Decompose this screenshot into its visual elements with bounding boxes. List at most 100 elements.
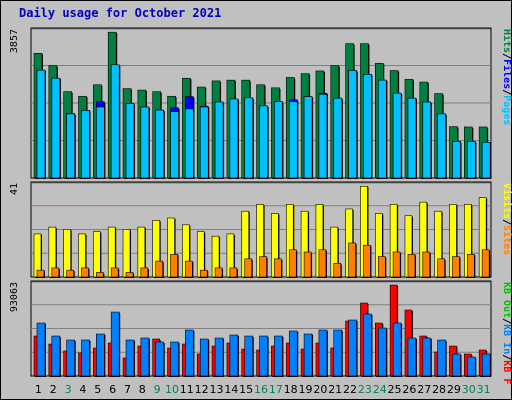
bar-sites <box>66 269 74 278</box>
bar-kb-in <box>155 341 165 377</box>
x-tick-label-day: 4 <box>79 383 86 396</box>
bar-kb-in <box>229 334 239 377</box>
bar-pages <box>229 98 239 179</box>
x-tick-label-day: 8 <box>139 383 146 396</box>
bar-pages <box>199 106 209 179</box>
bar-kb-in <box>437 339 446 377</box>
bar-kb-in <box>185 329 194 377</box>
x-tick-label-day: 5 <box>94 383 101 396</box>
x-tick-label-day: 26 <box>402 383 416 396</box>
x-tick-label-day: 15 <box>239 383 253 396</box>
x-tick-label-day: 9 <box>154 383 161 396</box>
bar-pages <box>392 92 402 179</box>
bar-pages <box>66 113 75 179</box>
panel-visits-legend: Visits/Sites <box>501 183 512 255</box>
x-tick-label-day: 3 <box>65 383 72 396</box>
bar-kb-in <box>170 341 179 377</box>
x-tick-label-day: 16 <box>254 383 268 396</box>
x-tick-label-day: 27 <box>417 383 431 396</box>
x-tick-label-day: 1 <box>35 383 42 396</box>
bar-pages <box>481 142 491 179</box>
bar-sites <box>185 260 193 278</box>
bar-sites <box>274 258 282 278</box>
legend-item: Visits <box>501 183 512 219</box>
bar-sites <box>51 267 60 278</box>
bar-sites <box>333 263 342 278</box>
bar-kb-in <box>81 339 90 377</box>
bar-pages <box>155 109 165 179</box>
bar-visits <box>63 229 71 278</box>
panel-visits-ymax-label: 41 <box>9 183 20 195</box>
bar-sites <box>140 267 149 278</box>
bar-pages <box>467 141 476 179</box>
legend-item: / <box>501 354 512 360</box>
bar-kb-in <box>288 330 298 377</box>
bar-kb-in <box>244 335 254 377</box>
bar-sites <box>125 272 134 278</box>
bar-pages <box>422 101 432 179</box>
bar-kb-in <box>259 335 268 377</box>
bar-kb-in <box>422 337 432 377</box>
bar-kb-in <box>467 356 476 377</box>
bar-kb-in <box>348 319 357 377</box>
legend-item: Files <box>501 59 512 89</box>
x-tick-label-day: 28 <box>432 383 446 396</box>
bar-kb-in <box>363 313 372 377</box>
bar-sites <box>199 269 208 278</box>
bar-kb-in <box>318 329 328 377</box>
bar-pages <box>244 97 254 179</box>
bar-sites <box>288 249 297 278</box>
x-tick-label-day: 23 <box>358 383 372 396</box>
bar-sites <box>392 251 401 278</box>
legend-item: / <box>501 219 512 225</box>
x-tick-label-day: 13 <box>209 383 223 396</box>
bar-sites <box>214 267 223 278</box>
x-tick-label-day: 12 <box>195 383 209 396</box>
x-tick-label-day: 10 <box>165 383 179 396</box>
bar-sites <box>363 244 371 278</box>
bar-sites <box>244 258 253 278</box>
legend-item: / <box>501 53 512 59</box>
legend-item: Sites <box>501 225 512 255</box>
x-tick-label-day: 18 <box>284 383 298 396</box>
bar-pages <box>125 103 135 179</box>
bar-pages <box>407 97 417 179</box>
bar-pages <box>288 101 298 179</box>
x-tick-label-day: 19 <box>299 383 313 396</box>
bar-pages <box>348 70 357 179</box>
bar-sites <box>422 251 431 278</box>
x-tick-label-day: 2 <box>50 383 57 396</box>
bar-pages <box>110 64 120 179</box>
panel-hits-ymax-label: 3857 <box>9 29 20 53</box>
bar-sites <box>407 254 416 278</box>
bar-sites <box>229 267 238 278</box>
bar-sites <box>377 256 386 278</box>
x-tick-label-day: 24 <box>373 383 387 396</box>
bar-pages <box>377 79 387 179</box>
x-tick-label-day: 11 <box>180 383 194 396</box>
bar-sites <box>348 242 356 278</box>
panel-kbytes-ymax-label: 93063 <box>9 282 20 312</box>
bar-kb-in <box>407 337 417 377</box>
bar-pages <box>96 106 105 179</box>
bar-pages <box>318 94 328 179</box>
bar-pages <box>452 141 461 179</box>
bar-kb-in <box>96 333 105 377</box>
bar-visits <box>93 231 101 278</box>
x-tick-label-day: 14 <box>224 383 238 396</box>
bar-pages <box>170 111 179 179</box>
bar-kb-in <box>125 339 135 377</box>
bar-sites <box>437 258 445 278</box>
x-tick-label-day: 22 <box>343 383 357 396</box>
bar-pages <box>140 106 150 179</box>
bar-sites <box>170 254 178 278</box>
legend-item: KB F <box>501 360 512 384</box>
bar-pages <box>36 69 46 179</box>
bar-sites <box>452 256 460 278</box>
bar-kb-in <box>66 339 75 377</box>
x-tick-label-day: 29 <box>447 383 461 396</box>
x-tick-label-day: 20 <box>313 383 327 396</box>
bar-pages <box>185 108 194 179</box>
x-tick-label-day: 25 <box>388 383 402 396</box>
bar-sites <box>96 272 104 278</box>
